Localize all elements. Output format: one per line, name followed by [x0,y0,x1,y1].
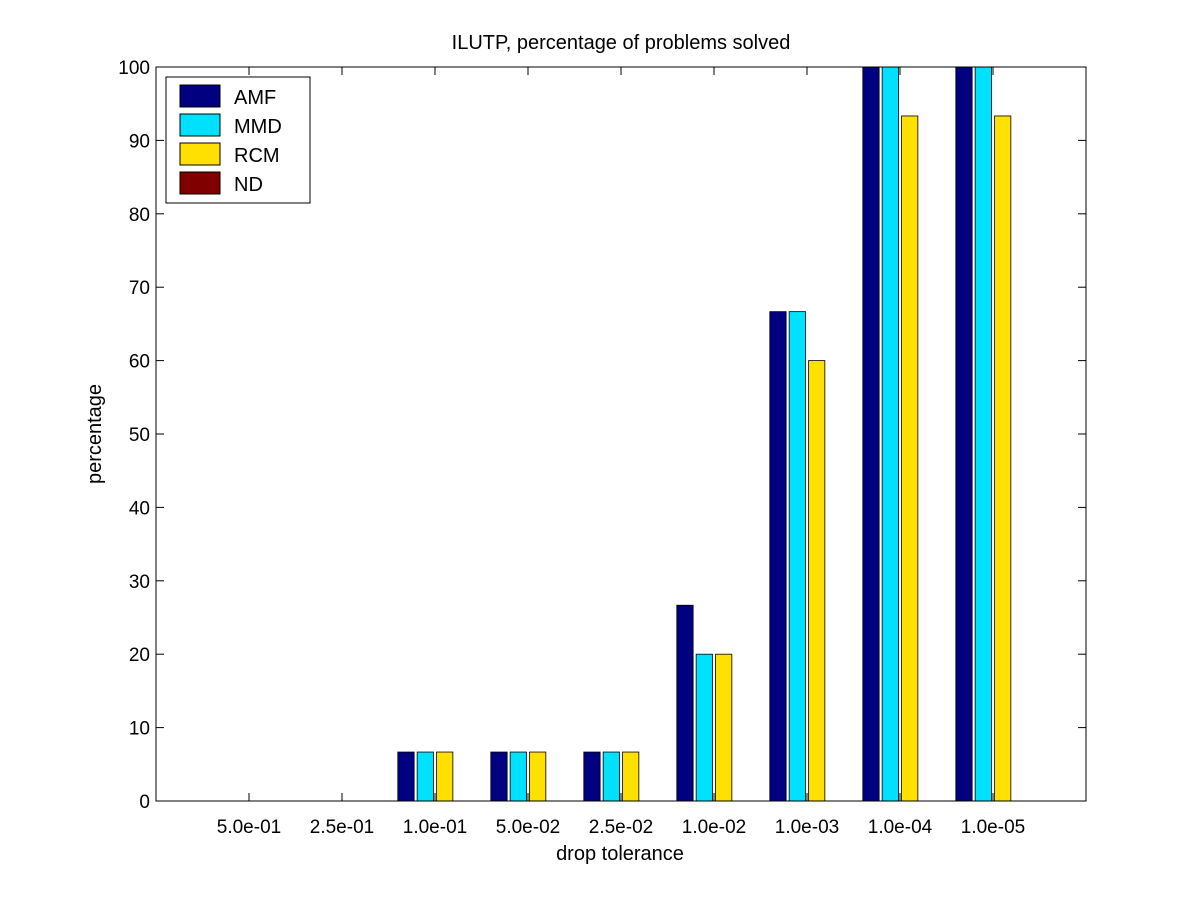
bar-rcm-6 [808,360,826,802]
legend-label-nd: ND [234,174,263,196]
legend-label-rcm: RCM [234,145,280,167]
bars-layer [397,66,1012,802]
x-tick-label: 1.0e-04 [868,817,933,838]
legend-label-mmd: MMD [234,116,282,138]
bar-rcm-7 [901,115,919,802]
legend-label-amf: AMF [234,87,276,109]
y-tick-label: 80 [129,205,150,226]
legend-swatch-amf [179,84,221,108]
bar-amf-3 [490,751,508,802]
bar-amf-2 [397,751,415,802]
chart-title: ILUTP, percentage of problems solved [452,32,791,54]
bar-rcm-5 [715,653,733,802]
bar-rcm-3 [529,751,547,802]
x-tick-label: 2.5e-01 [310,817,374,838]
bar-amf-4 [583,751,601,802]
x-tick-label: 2.5e-02 [589,817,653,838]
y-tick-label: 20 [129,645,150,666]
y-tick-label: 40 [129,498,150,519]
ticks-layer: 0 10 20 30 40 50 60 70 80 90 100 5.0e-01 2.5e-01 1.0e… [118,58,1086,838]
bar-mmd-3 [509,751,527,802]
y-tick-label: 60 [129,352,150,373]
y-tick-label: 50 [129,425,150,446]
y-axis-label: percentage [84,384,106,484]
bar-amf-8 [955,66,973,802]
bar-mmd-6 [788,311,806,802]
x-tick-label: 1.0e-05 [961,817,1025,838]
legend-swatch-nd [179,171,221,195]
x-tick-label: 1.0e-02 [682,817,746,838]
bar-mmd-2 [416,751,434,802]
legend-swatch-mmd [179,113,221,137]
bar-mmd-5 [695,653,713,802]
x-tick-label: 5.0e-02 [496,817,560,838]
bar-mmd-8 [974,66,992,802]
x-tick-label: 1.0e-03 [775,817,839,838]
y-tick-label: 30 [129,572,150,593]
bar-rcm-8 [994,115,1012,802]
legend: AMF MMD RCM ND [165,76,311,204]
y-tick-label: 90 [129,131,150,152]
bar-mmd-4 [602,751,620,802]
x-tick-label: 1.0e-01 [403,817,467,838]
y-tick-label: 0 [139,792,150,813]
legend-swatch-rcm [179,142,221,166]
bar-amf-5 [676,604,694,802]
bar-amf-7 [862,66,880,802]
bar-rcm-4 [622,751,640,802]
y-tick-label: 10 [129,719,150,740]
y-tick-label: 70 [129,278,150,299]
x-axis-label: drop tolerance [556,843,684,865]
bar-rcm-2 [436,751,454,802]
x-tick-label: 5.0e-01 [217,817,281,838]
bar-mmd-7 [881,66,899,802]
bar-amf-6 [769,311,787,802]
y-tick-label: 100 [118,58,150,79]
